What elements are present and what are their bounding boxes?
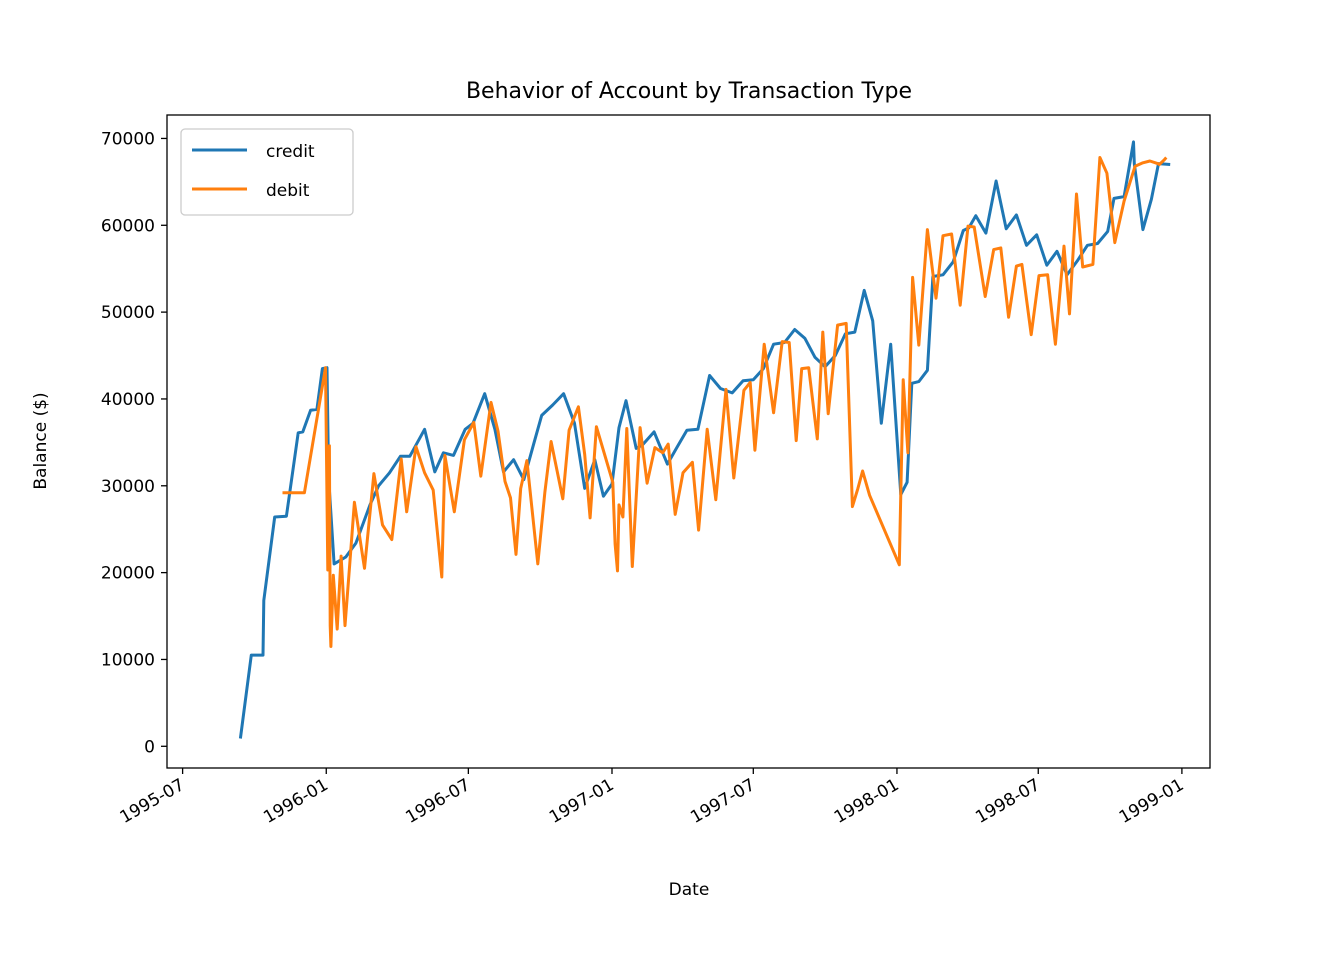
x-axis-label: Date — [669, 880, 710, 900]
legend-label-debit: debit — [266, 181, 310, 201]
series-line-debit — [282, 156, 1168, 648]
y-tick-label: 70000 — [101, 129, 155, 149]
y-axis: 0 10000 20000 30000 40000 50000 60000 70000 — [101, 129, 167, 757]
chart-title: Behavior of Account by Transaction Type — [466, 79, 912, 104]
y-tick-label: 30000 — [101, 477, 155, 497]
axes-frame — [166, 114, 1211, 769]
y-tick-label: 20000 — [101, 564, 155, 584]
y-tick-label: 60000 — [101, 216, 155, 236]
legend: credit debit — [180, 128, 354, 216]
y-tick-label: 40000 — [101, 390, 155, 410]
plot-area — [238, 140, 1171, 739]
y-axis-label: Balance ($) — [31, 392, 51, 489]
legend-label-credit: credit — [266, 142, 315, 162]
y-tick-label: 50000 — [101, 303, 155, 323]
y-tick-label: 0 — [144, 737, 155, 757]
y-tick-label: 10000 — [101, 650, 155, 670]
